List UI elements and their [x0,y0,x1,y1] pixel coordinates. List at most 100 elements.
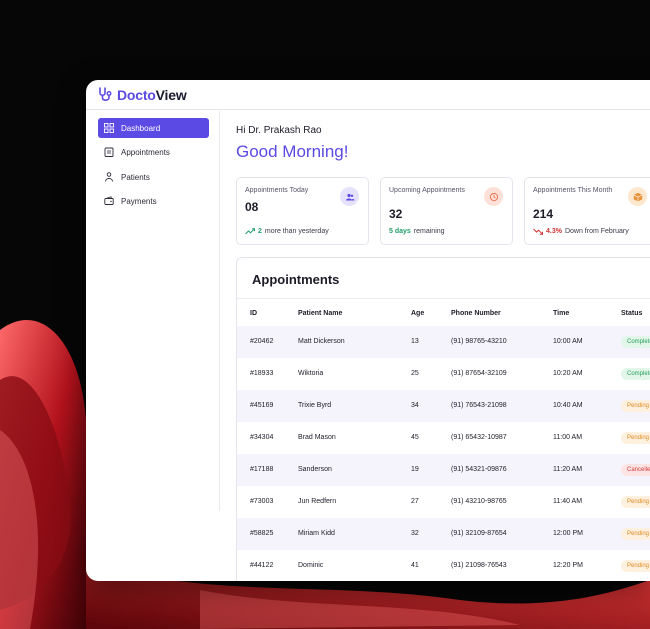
table-row[interactable]: #20462 Matt Dickerson 13 (91) 98765-43210 10… [237,326,650,358]
status-badge: Pending [621,400,650,412]
cell-id: #20462 [250,338,274,345]
cell-time: 12:20 PM [553,562,583,569]
table-row[interactable]: #44122 Dominic 41 (91) 21098-76543 12:20 PM P… [237,550,650,581]
card-title: Appointments Today [245,187,309,194]
cell-time: 11:40 AM [553,498,583,505]
cell-age: 34 [411,402,419,409]
cell-id: #58825 [250,530,274,537]
column-header-time[interactable]: Time [553,310,570,317]
stat-card-month[interactable]: Appointments This Month 214 4.3% Down fr… [524,177,650,245]
cell-id: #45169 [250,402,274,409]
cell-age: 25 [411,370,419,377]
users-icon [340,187,359,206]
cell-phone: (91) 32109-87654 [451,530,507,537]
cell-time: 12:00 PM [553,530,583,537]
card-note: Down from February [564,228,629,235]
card-footer: 5 days remaining [389,228,445,235]
status-badge: Completed [621,368,650,380]
column-header-phone[interactable]: Phone Number [451,310,501,317]
card-note: more than yesterday [264,228,329,235]
sidebar-item-label: Dashboard [121,123,161,133]
cell-phone: (91) 65432-10987 [451,434,507,441]
stethoscope-logo-icon [99,86,112,101]
sidebar-item-appointments[interactable]: Appointments [98,142,209,162]
cell-phone: (91) 43210-98765 [451,498,507,505]
cell-time: 11:20 AM [553,466,583,473]
cell-age: 27 [411,498,419,505]
cell-patient-name: Jun Redfern [298,498,337,505]
sidebar: Dashboard Appointments Patients Payments [86,111,220,511]
table-row[interactable]: #45169 Trixie Byrd 34 (91) 76543-21098 10:40… [237,390,650,422]
cell-age: 41 [411,562,419,569]
cell-patient-name: Miriam Kidd [298,530,335,537]
cell-patient-name: Matt Dickerson [298,338,345,345]
table-row[interactable]: #73003 Jun Redfern 27 (91) 43210-98765 11:40… [237,486,650,518]
column-header-status[interactable]: Status [621,310,643,317]
status-badge: Completed [621,336,650,348]
main-content: Hi Dr. Prakash Rao Good Morning! Appoint… [221,111,650,581]
cell-id: #73003 [250,498,274,505]
cell-age: 45 [411,434,419,441]
cell-time: 11:00 AM [553,434,583,441]
column-header-name[interactable]: Patient Name [298,310,343,317]
table-row[interactable]: #34304 Brad Mason 45 (91) 65432-10987 11:00 … [237,422,650,454]
table-row[interactable]: #58825 Miriam Kidd 32 (91) 32109-87654 12:00… [237,518,650,550]
trend-down-icon [533,228,543,235]
cell-age: 13 [411,338,419,345]
cell-time: 10:20 AM [553,370,583,377]
card-footer: 4.3% Down from February [533,228,629,235]
cell-phone: (91) 87654-32109 [451,370,507,377]
cell-phone: (91) 21098-76543 [451,562,507,569]
cell-id: #34304 [250,434,274,441]
stat-card-upcoming[interactable]: Upcoming Appointments 32 5 days remainin… [380,177,513,245]
status-badge: Cancelled [621,464,650,476]
card-footer: 2 more than yesterday [245,228,329,235]
cell-phone: (91) 98765-43210 [451,338,507,345]
box-icon [628,187,647,206]
column-header-id[interactable]: ID [250,310,257,317]
sidebar-item-dashboard[interactable]: Dashboard [98,118,209,138]
cell-phone: (91) 76543-21098 [451,402,507,409]
panel-title: Appointments [252,272,340,287]
people-icon [105,172,113,182]
cell-age: 32 [411,530,419,537]
column-header-age[interactable]: Age [411,310,425,317]
cell-patient-name: Wiktoria [298,370,324,377]
cell-id: #44122 [250,562,274,569]
sidebar-item-payments[interactable]: Payments [98,191,209,211]
cell-patient-name: Brad Mason [298,434,336,441]
card-highlight: 5 days [389,228,411,235]
card-highlight: 4.3% [546,228,562,235]
cell-time: 10:40 AM [553,402,583,409]
brand-name: DoctoView [117,87,187,103]
sidebar-item-label: Payments [121,196,157,206]
app-window: DoctoView Dashboard Appointments Patient… [86,80,650,581]
table-row[interactable]: #17188 Sanderson 19 (91) 54321-09876 11:20 A… [237,454,650,486]
brand-part-1: Docto [117,86,156,103]
card-highlight: 2 [258,228,262,235]
card-title: Upcoming Appointments [389,187,465,194]
status-badge: Pending [621,560,650,572]
card-value: 08 [245,200,259,214]
grid-icon [104,123,114,133]
table-row[interactable]: #18933 Wiktoria 25 (91) 87654-32109 10:20 AM… [237,358,650,390]
cell-patient-name: Sanderson [298,466,332,473]
clock-icon [484,187,503,206]
wallet-icon [104,196,114,205]
cell-age: 19 [411,466,419,473]
cell-phone: (91) 54321-09876 [451,466,507,473]
cell-id: #17188 [250,466,274,473]
status-badge: Pending [621,496,650,508]
page-title: Good Morning! [236,142,349,161]
card-value: 214 [533,207,554,221]
top-bar: DoctoView [86,80,650,110]
clipboard-icon [104,147,114,157]
status-badge: Pending [621,432,650,444]
sidebar-item-label: Appointments [121,147,170,157]
sidebar-item-patients[interactable]: Patients [98,167,209,187]
brand-part-2: View [155,86,187,103]
trend-up-icon [245,228,255,235]
stat-card-today[interactable]: Appointments Today 08 2 more than yester… [236,177,369,245]
cell-patient-name: Dominic [298,562,324,569]
card-title: Appointments This Month [533,187,613,194]
